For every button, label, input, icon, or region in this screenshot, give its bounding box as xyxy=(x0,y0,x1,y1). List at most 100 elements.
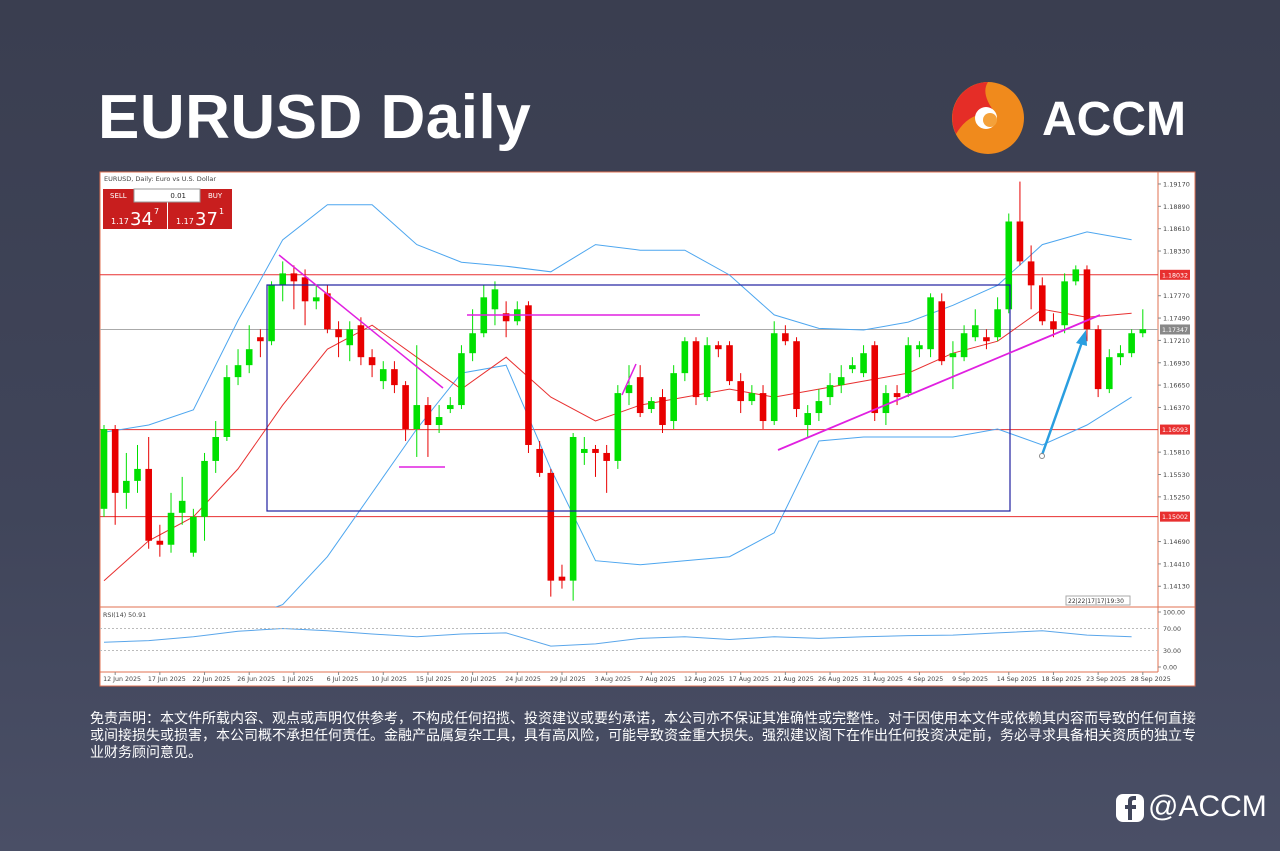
candle-body xyxy=(558,576,566,581)
candle-body xyxy=(581,448,588,453)
candle-body xyxy=(983,337,990,342)
candle-body xyxy=(111,429,119,493)
candle-body xyxy=(212,436,219,461)
candle-body xyxy=(849,365,856,370)
x-tick-label: 21 Aug 2025 xyxy=(773,676,813,683)
range-box xyxy=(266,284,1011,512)
candle-body xyxy=(782,333,789,342)
y-tick-label: 1.14130 xyxy=(1163,583,1190,591)
candle-body xyxy=(290,273,298,282)
candle-body xyxy=(569,436,577,581)
candle-body xyxy=(860,353,867,374)
plot-area xyxy=(100,181,1158,607)
x-tick-label: 26 Aug 2025 xyxy=(818,676,858,683)
candle-body xyxy=(100,429,108,509)
candle-body xyxy=(815,401,823,414)
candle-body xyxy=(804,413,812,426)
slide-title: EURUSD Daily xyxy=(98,83,532,152)
x-tick-label: 6 Jul 2025 xyxy=(327,676,359,683)
trade-panel: SELL BUY 0.01 1.17 34 7 1.17 37 1 xyxy=(103,188,232,230)
level-tag xyxy=(1160,424,1190,435)
candle-body xyxy=(904,345,912,394)
candle-body xyxy=(279,273,287,286)
x-tick-label: 9 Sep 2025 xyxy=(952,676,988,683)
trendline xyxy=(777,314,1101,451)
trendline xyxy=(621,363,637,396)
candle-body xyxy=(145,468,152,541)
candle-body xyxy=(692,341,700,398)
candle-body xyxy=(826,385,834,398)
y-tick-label: 1.16370 xyxy=(1163,404,1190,412)
candle-body xyxy=(368,357,376,366)
candle-body xyxy=(793,341,800,410)
x-tick-label: 28 Sep 2025 xyxy=(1131,676,1171,683)
candle-body xyxy=(994,309,1001,338)
candle-body xyxy=(938,301,946,362)
buy-price-big: 1.17 xyxy=(176,217,194,226)
candle-body xyxy=(1038,285,1046,322)
candle-body xyxy=(156,540,164,545)
y-tick-label: 1.14410 xyxy=(1163,560,1190,568)
candle-body xyxy=(960,333,968,358)
candle-body xyxy=(491,289,499,310)
logo-mark xyxy=(952,82,1024,154)
candle-body xyxy=(1050,321,1057,330)
candle-body xyxy=(413,405,421,430)
x-tick-label: 12 Jun 2025 xyxy=(103,676,141,683)
y-tick-label: 1.15810 xyxy=(1163,449,1190,457)
level-label: 1.16093 xyxy=(1162,427,1188,434)
candle-body xyxy=(1128,333,1135,354)
candle-body xyxy=(234,365,242,378)
rsi-line xyxy=(103,627,1132,647)
candle-body xyxy=(245,349,253,366)
rsi-title: RSI(14) 50.91 xyxy=(103,612,146,619)
candle-body xyxy=(636,377,644,414)
x-tick-label: 26 Jun 2025 xyxy=(237,676,275,683)
candle-body xyxy=(726,345,733,382)
y-tick-label: 1.15530 xyxy=(1163,471,1190,479)
y-tick-label: 1.18890 xyxy=(1163,203,1190,211)
candle-body xyxy=(525,305,532,445)
drawings xyxy=(266,254,1101,512)
candle-body xyxy=(648,401,655,410)
y-tick-label: 1.16650 xyxy=(1163,382,1190,390)
x-tick-label: 1 Jul 2025 xyxy=(282,676,314,683)
x-tick-label: 23 Sep 2025 xyxy=(1086,676,1126,683)
candle-body xyxy=(1061,281,1068,326)
x-tick-label: 22 Jun 2025 xyxy=(193,676,231,683)
candle-body xyxy=(123,480,130,493)
lot-box[interactable] xyxy=(133,188,201,203)
x-tick-label: 14 Sep 2025 xyxy=(997,676,1037,683)
candle-body xyxy=(346,329,354,346)
candle-body xyxy=(1083,269,1091,330)
indicator-line xyxy=(103,204,1132,433)
x-tick-label: 4 Sep 2025 xyxy=(907,676,943,683)
chart: EURUSD, Daily: Euro vs U.S. Dollar SELL … xyxy=(99,171,1196,687)
candle-body xyxy=(424,405,432,426)
candle-body xyxy=(268,285,275,342)
sell-price-big: 1.17 xyxy=(111,217,129,226)
candle-body xyxy=(458,353,465,406)
candle-body xyxy=(927,297,934,350)
y-tick-label: 1.19170 xyxy=(1163,180,1190,188)
x-tick-label: 31 Aug 2025 xyxy=(863,676,903,683)
level-tag xyxy=(1160,269,1190,280)
candle-body xyxy=(1139,329,1147,334)
candle-body xyxy=(547,472,555,581)
candle-body xyxy=(971,325,979,338)
candle-body xyxy=(312,297,320,302)
social-icon xyxy=(1116,794,1144,822)
sell-price-sup: 7 xyxy=(154,207,159,216)
level-label: 1.18032 xyxy=(1162,272,1188,279)
y-tick-label: 1.14690 xyxy=(1163,538,1190,546)
y-tick-label: 1.18330 xyxy=(1163,248,1190,256)
candle-body xyxy=(592,448,599,453)
candle-body xyxy=(536,448,543,473)
y-tick-label: 1.17770 xyxy=(1163,292,1190,300)
candle-body xyxy=(134,468,141,481)
sell-price-mid: 34 xyxy=(130,209,153,230)
disclaimer: 免责声明：本文件所载内容、观点或声明仅供参考，不构成任何招揽、投资建议或要约承诺… xyxy=(90,710,1196,760)
x-tick-label: 17 Jun 2025 xyxy=(148,676,186,683)
time-box xyxy=(1065,595,1131,606)
buy-price-mid: 37 xyxy=(195,209,218,230)
